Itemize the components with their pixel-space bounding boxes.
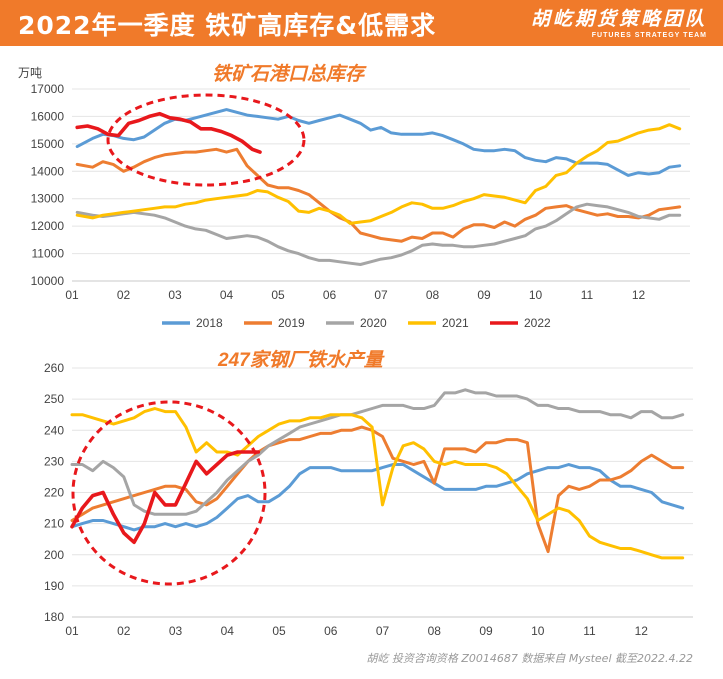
- x-tick-label: 09: [477, 288, 491, 302]
- x-tick-label: 02: [117, 624, 131, 638]
- x-tick-label: 11: [583, 624, 596, 638]
- chart-title: 247家钢厂铁水产量: [217, 349, 385, 371]
- chart-title: 铁矿石港口总库存: [212, 63, 367, 85]
- x-tick-label: 10: [529, 288, 543, 302]
- series-line-2021: [75, 123, 682, 225]
- x-tick-label: 05: [272, 624, 286, 638]
- series-line-2018: [75, 108, 682, 177]
- y-tick-label: 17000: [31, 82, 65, 96]
- x-tick-label: 06: [323, 288, 337, 302]
- y-tick-label: 11000: [32, 247, 65, 261]
- brand-subtitle: FUTURES STRATEGY TEAM: [591, 32, 707, 39]
- x-tick-label: 07: [374, 288, 388, 302]
- y-tick-label: 250: [44, 392, 64, 406]
- x-tick-label: 11: [581, 288, 594, 302]
- x-tick-label: 08: [428, 624, 442, 638]
- x-tick-label: 10: [531, 624, 545, 638]
- x-tick-label: 02: [117, 288, 131, 302]
- legend-label-2019: 2019: [278, 316, 305, 330]
- legend-label-2020: 2020: [360, 316, 387, 330]
- x-tick-label: 09: [479, 624, 493, 638]
- y-tick-label: 180: [44, 610, 64, 624]
- series-line-2020: [75, 202, 682, 266]
- y-tick-label: 16000: [31, 109, 65, 123]
- x-tick-label: 04: [221, 624, 235, 638]
- x-tick-label: 03: [169, 624, 183, 638]
- y-tick-label: 12000: [31, 219, 65, 233]
- x-tick-label: 08: [426, 288, 440, 302]
- x-tick-label: 01: [65, 288, 79, 302]
- chart-port-inventory: 10000 11000 12000 13000 14000 15000 16000 17000…: [18, 63, 690, 330]
- series-line-2020: [70, 388, 685, 516]
- y-tick-label: 260: [44, 361, 64, 375]
- x-tick-label: 06: [324, 624, 338, 638]
- series-line-2019: [70, 425, 685, 554]
- x-tick-label: 12: [632, 288, 646, 302]
- y-tick-label: 10000: [31, 274, 65, 288]
- y-tick-label: 190: [44, 579, 64, 593]
- highlight-ellipse: [106, 93, 306, 187]
- page-title: 2022年一季度 铁矿高库存&低需求: [18, 11, 437, 40]
- legend-label-2022: 2022: [524, 316, 551, 330]
- y-tick-label: 220: [44, 486, 64, 500]
- y-axis-unit: 万吨: [18, 66, 42, 80]
- x-tick-label: 05: [271, 288, 285, 302]
- series-line-2021: [70, 407, 685, 560]
- brand-logo: 胡屹期货策略团队 FUTURES STRATEGY TEAM: [507, 4, 707, 42]
- legend-label-2018: 2018: [196, 316, 223, 330]
- y-tick-label: 240: [44, 423, 64, 437]
- brand-name: 胡屹期货策略团队: [530, 8, 707, 30]
- y-tick-label: 230: [44, 454, 64, 468]
- x-tick-label: 03: [168, 288, 182, 302]
- header-banner: 2022年一季度 铁矿高库存&低需求 胡屹期货策略团队 FUTURES STRA…: [0, 0, 723, 46]
- y-tick-label: 15000: [31, 137, 65, 151]
- series-line-2022: [70, 450, 261, 545]
- highlight-ellipse: [71, 400, 267, 586]
- source-note: 胡屹 投资咨询资格 Z0014687 数据来自 Mysteel 截至2022.4…: [366, 652, 693, 665]
- legend-label-2021: 2021: [442, 316, 469, 330]
- y-tick-label: 210: [44, 517, 64, 531]
- y-tick-label: 14000: [31, 164, 65, 178]
- chart-hot-metal-output: 180 190 200 210 220 230 240 250 260 01 02 03 04 05 06 0…: [44, 349, 693, 638]
- x-tick-label: 04: [220, 288, 234, 302]
- y-tick-label: 200: [44, 548, 64, 562]
- y-tick-label: 13000: [31, 192, 65, 206]
- x-tick-label: 12: [635, 624, 649, 638]
- x-tick-label: 01: [65, 624, 79, 638]
- series-line-2022: [75, 111, 262, 154]
- series-line-2019: [75, 147, 682, 243]
- x-tick-label: 07: [376, 624, 390, 638]
